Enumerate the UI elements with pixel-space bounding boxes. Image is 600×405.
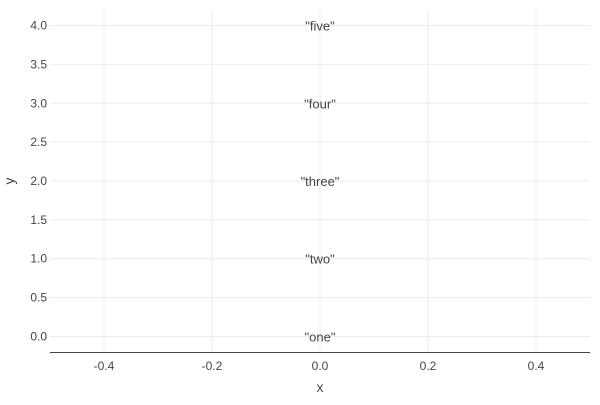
y-axis-title: y: [1, 178, 17, 185]
x-tick-label: -0.4: [94, 359, 115, 373]
y-tick-label: 2.0: [30, 174, 47, 188]
y-tick-label: 2.5: [30, 135, 47, 149]
y-tick-label: 0.0: [30, 329, 47, 343]
x-tick-label: 0.0: [312, 359, 329, 373]
y-tick-label: 4.0: [30, 19, 47, 33]
x-tick-label: -0.2: [202, 359, 223, 373]
data-text-label: "four": [304, 96, 336, 111]
data-text-label: "two": [305, 252, 335, 267]
y-tick-label: 1.5: [30, 213, 47, 227]
y-tick-label: 3.5: [30, 57, 47, 71]
data-text-label: "one": [305, 329, 336, 344]
y-tick-label: 3.0: [30, 96, 47, 110]
x-axis-title: x: [317, 379, 324, 395]
axes: -0.4 -0.2 0.0 0.2 0.4 0.0 0.5 1.0 1.5 2.0 2.5 3.0 3.…: [30, 19, 590, 373]
data-text-label: "five": [305, 19, 335, 34]
y-tick-label: 1.0: [30, 252, 47, 266]
y-tick-label: 0.5: [30, 291, 47, 305]
x-tick-label: 0.4: [528, 359, 545, 373]
data-text-label: "three": [301, 174, 340, 189]
grid-lines: [50, 10, 590, 352]
x-tick-label: 0.2: [420, 359, 437, 373]
data-labels: "one" "two" "three" "four" "five": [301, 19, 340, 345]
